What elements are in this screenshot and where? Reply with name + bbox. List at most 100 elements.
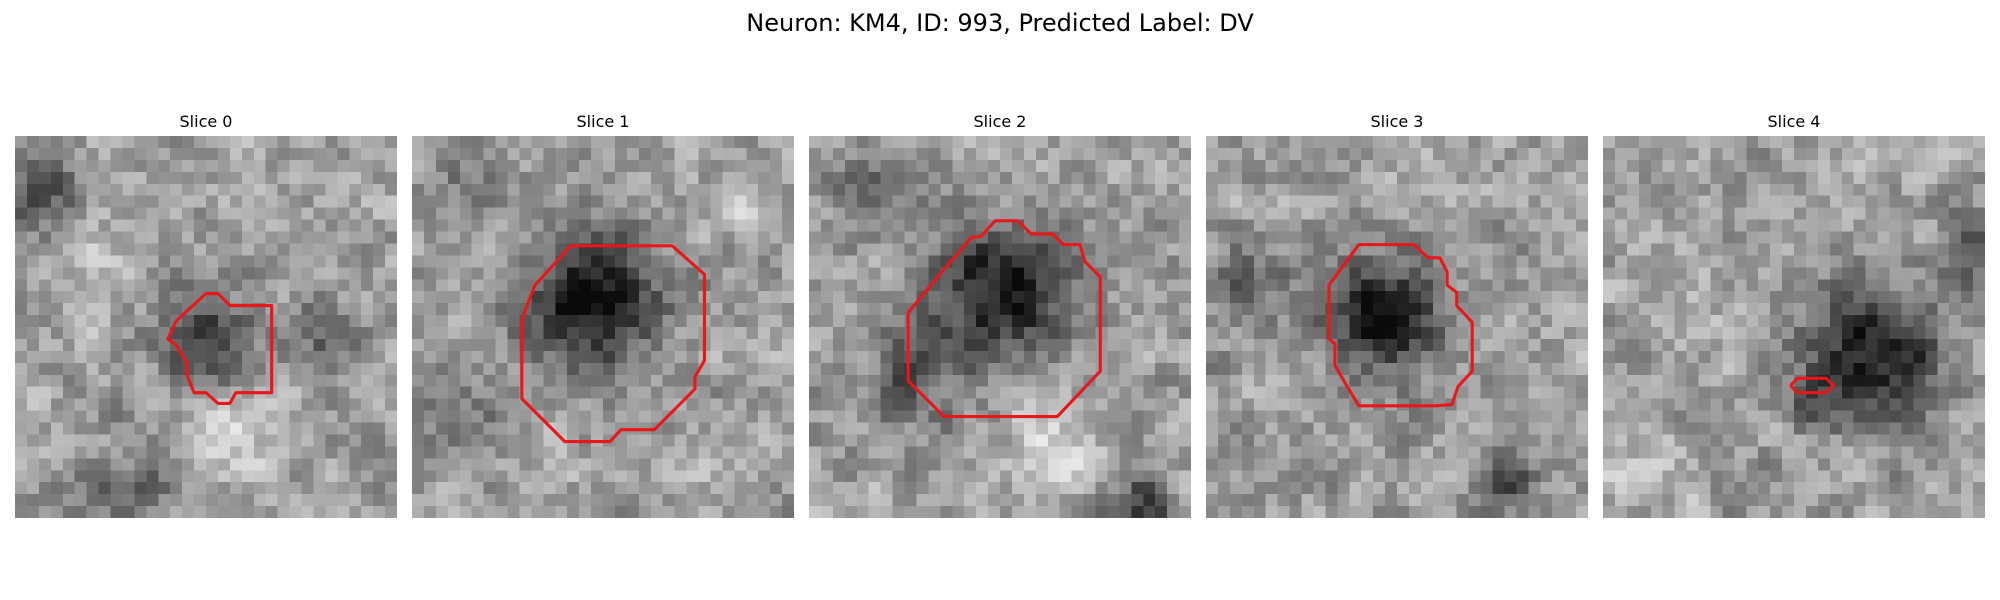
pixel-cell [495,147,508,161]
pixel-cell [1468,338,1481,352]
pixel-cell [1456,231,1469,244]
pixel-cell [952,183,965,196]
pixel-cell [1504,207,1517,220]
pixel-cell [820,327,834,340]
pixel-cell [1059,219,1072,232]
pixel-cell [626,171,640,184]
pixel-cell [349,279,362,292]
pixel-cell [349,374,362,387]
pixel-cell [844,315,857,328]
pixel-cell [1241,350,1254,364]
pixel-cell [746,315,759,328]
pixel-cell [253,159,266,173]
pixel-cell [265,506,278,518]
pixel-cell [603,482,616,495]
pixel-cell [1373,303,1386,316]
pixel-cell [856,279,869,292]
pixel-cell [809,291,822,304]
pixel-cell [1179,398,1191,411]
pixel-cell [1277,422,1290,435]
pixel-cell [122,327,135,340]
pixel-cell [1253,279,1266,292]
pixel-cell [1686,410,1699,423]
pixel-cell [1277,207,1290,220]
pixel-cell [1265,267,1278,280]
pixel-cell [662,374,675,387]
pixel-cell [1480,494,1493,507]
pixel-cell [1444,207,1457,220]
pixel-cell [507,338,520,352]
pixel-cell [217,171,231,184]
pixel-cell [1686,243,1699,256]
pixel-cell [277,231,290,244]
pixel-cell [507,183,520,196]
pixel-cell [1047,422,1060,435]
pixel-cell [253,207,266,220]
pixel-cell [1385,374,1398,387]
pixel-cell [146,136,159,149]
pixel-cell [182,327,195,340]
pixel-cell [614,291,628,304]
pixel-cell [1349,183,1362,196]
pixel-cell [1167,207,1180,220]
pixel-cell [158,338,171,352]
pixel-cell [265,231,278,244]
pixel-cell [1444,327,1457,340]
pixel-cell [1155,470,1168,483]
pixel-cell [1925,136,1938,149]
pixel-cell [1241,494,1254,507]
pixel-cell [50,362,63,375]
pixel-cell [1662,446,1675,459]
pixel-cell [229,506,243,518]
pixel-cell [182,183,195,196]
pixel-cell [15,470,28,483]
pixel-cell [229,219,243,232]
pixel-cell [62,482,75,495]
pixel-cell [531,458,544,471]
pixel-cell [662,470,675,483]
pixel-cell [1083,458,1096,471]
pixel-cell [98,446,111,459]
pixel-cell [809,458,822,471]
pixel-cell [1794,267,1807,280]
pixel-cell [122,506,135,518]
pixel-cell [868,410,881,423]
pixel-cell [98,458,111,471]
pixel-cell [1131,327,1144,340]
pixel-cell [423,136,437,149]
pixel-cell [832,362,846,375]
pixel-cell [1603,410,1616,423]
pixel-cell [349,159,362,173]
pixel-cell [1059,338,1072,352]
pixel-cell [1385,350,1398,364]
pixel-cell [1107,362,1120,375]
pixel-cell [1949,338,1962,352]
pixel-cell [1528,327,1541,340]
pixel-cell [1480,171,1493,184]
pixel-cell [1686,255,1699,268]
pixel-cell [614,303,628,316]
pixel-cell [1083,386,1096,399]
pixel-cell [1698,243,1711,256]
pixel-cell [62,183,75,196]
pixel-cell [1949,279,1962,292]
pixel-cell [1229,219,1243,232]
pixel-cell [579,255,592,268]
pixel-cell [698,410,711,423]
pixel-cell [1011,279,1025,292]
pixel-cell [1083,231,1096,244]
pixel-cell [1337,136,1350,149]
pixel-cell [904,255,917,268]
pixel-cell [579,458,592,471]
pixel-cell [1853,327,1866,340]
pixel-cell [614,446,628,459]
pixel-cell [1552,267,1565,280]
pixel-cell [1686,159,1699,173]
pixel-cell [1265,422,1278,435]
pixel-cell [229,362,243,375]
pixel-cell [832,183,846,196]
pixel-cell [217,374,231,387]
pixel-cell [976,374,989,387]
pixel-cell [412,350,425,364]
pixel-cell [880,291,893,304]
